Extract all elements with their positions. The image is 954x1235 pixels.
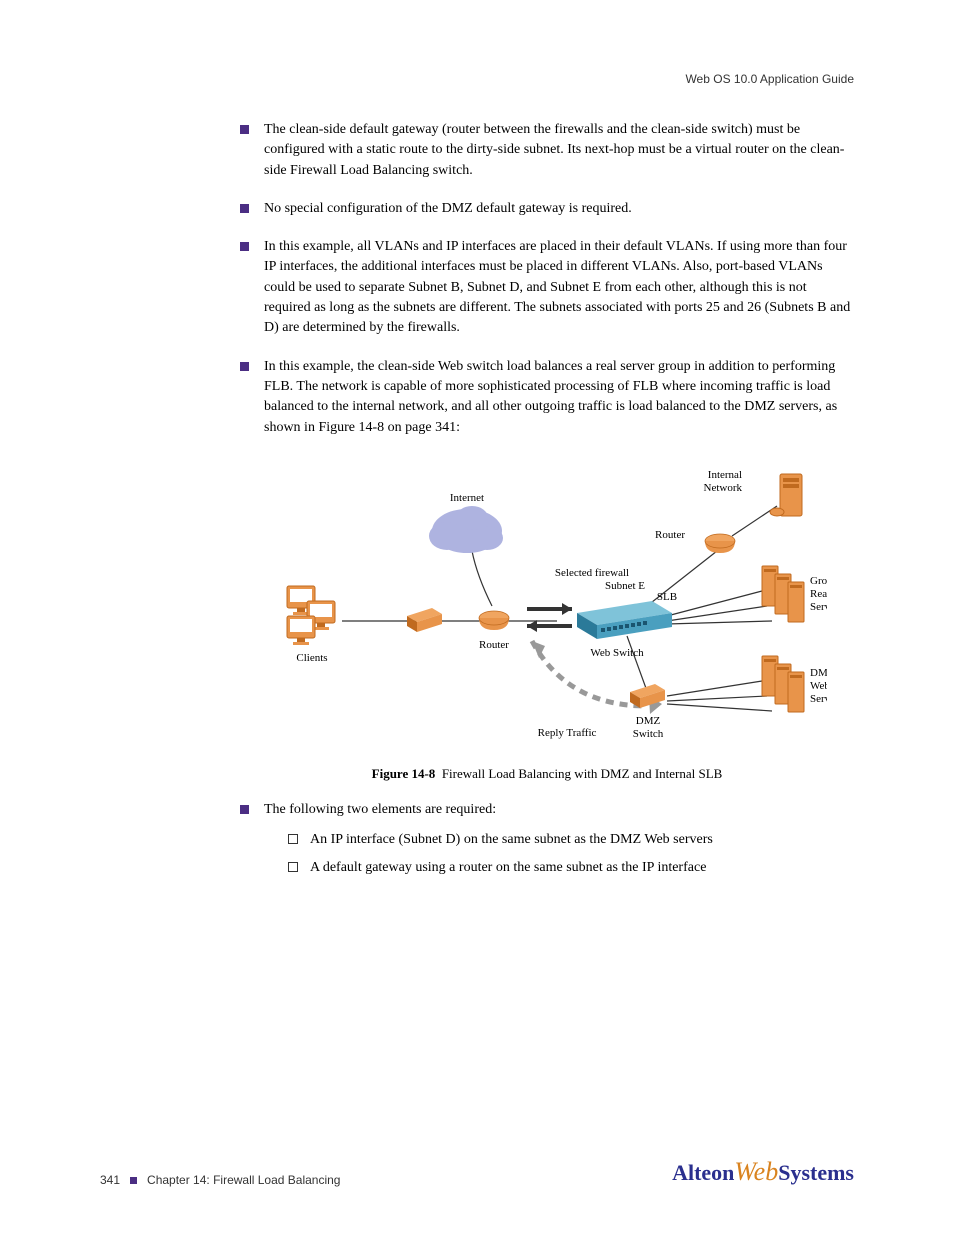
group1-servers-icon (762, 566, 804, 622)
router-1-label: Router (479, 639, 509, 651)
figure-14-8: Clients Router Internet (240, 456, 854, 782)
dmz-servers-label-b: Web (810, 680, 827, 692)
bullet-5-text: The following two elements are required: (264, 802, 496, 817)
doc-header: Web OS 10.0 Application Guide (685, 72, 854, 86)
dmz-switch-label-1: DMZ (636, 715, 661, 727)
router-1-icon (479, 611, 509, 630)
clients-label: Clients (296, 652, 327, 664)
dmz-servers-label-c: Servers (810, 693, 827, 705)
internet-cloud-icon (429, 506, 503, 553)
web-switch-label: Web Switch (590, 647, 644, 659)
internal-network-label-2: Network (704, 482, 743, 494)
bullet-4: In this example, the clean-side Web swit… (240, 357, 854, 438)
figure-caption-label: Figure 14-8 (372, 766, 436, 781)
network-diagram: Clients Router Internet (267, 456, 827, 756)
switch-1-icon (407, 608, 442, 632)
subnet-e-label: Subnet E (605, 580, 645, 592)
bullet-1: The clean-side default gateway (router b… (240, 120, 854, 181)
router-2-label: Router (655, 529, 685, 541)
figure-caption-text: Firewall Load Balancing with DMZ and Int… (442, 766, 723, 781)
dmz-servers-label-a: DMZ (810, 667, 827, 679)
dmz-servers-icon (762, 656, 804, 712)
group1-label-b: Real (810, 588, 827, 600)
logo-alteon: Alteon (672, 1160, 734, 1185)
content-list: The clean-side default gateway (router b… (240, 120, 854, 438)
logo-web: Web (734, 1157, 778, 1186)
clients-icon (287, 586, 335, 645)
selected-fw-label: Selected firewall (555, 567, 629, 579)
group1-label-a: Group 1 (810, 575, 827, 587)
bullet-5: The following two elements are required:… (240, 800, 854, 879)
bullet-3: In this example, all VLANs and IP interf… (240, 237, 854, 338)
web-switch-icon (577, 601, 672, 639)
content-list-2: The following two elements are required:… (240, 800, 854, 879)
chapter-title: Chapter 14: Firewall Load Balancing (147, 1173, 340, 1187)
internal-network-label-1: Internal (708, 469, 742, 481)
logo-systems: Systems (778, 1160, 854, 1185)
internet-label: Internet (450, 492, 484, 504)
router-2-icon (705, 534, 735, 553)
bullet-2: No special configuration of the DMZ defa… (240, 199, 854, 219)
page-number: 341 (100, 1173, 120, 1187)
figure-caption: Figure 14-8 Firewall Load Balancing with… (240, 766, 854, 782)
dmz-switch-label-2: Switch (633, 728, 664, 740)
sub-item-2: A default gateway using a router on the … (288, 858, 854, 878)
reply-traffic-label: Reply Traffic (538, 727, 597, 739)
slb-label: SLB (657, 591, 677, 603)
group1-label-c: Servers (810, 601, 827, 613)
internal-server-icon (770, 474, 802, 516)
sub-list: An IP interface (Subnet D) on the same s… (288, 830, 854, 879)
page-footer: 341 Chapter 14: Firewall Load Balancing … (0, 1157, 954, 1187)
footer-separator-icon (130, 1177, 137, 1184)
traffic-arrows-icon (527, 603, 572, 632)
footer-left: 341 Chapter 14: Firewall Load Balancing (100, 1173, 340, 1187)
sub-item-1: An IP interface (Subnet D) on the same s… (288, 830, 854, 850)
alteon-logo: AlteonWebSystems (672, 1157, 854, 1187)
